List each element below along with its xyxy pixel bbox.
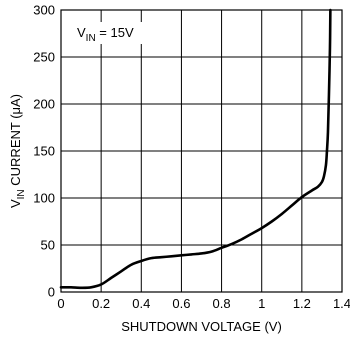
annotation-prefix: V [77,25,86,40]
x-tick-label-6: 1.2 [293,296,311,311]
grid [61,10,342,292]
y-tick-label-2: 100 [33,191,55,206]
plot-area [59,8,332,290]
y-axis-title-prefix: V [8,199,23,208]
y-tick-label-1: 50 [41,238,55,253]
x-axis-ticks: 0 0.2 0.4 0.6 0.8 1 1.2 1.4 [57,296,350,311]
y-axis-title-unit: A) [8,94,23,107]
y-axis-title-subscript: IN [16,189,27,199]
plot-frame [60,9,343,293]
annotation-suffix: = 15V [96,25,134,40]
x-tick-label-2: 0.4 [132,296,150,311]
annotation-subscript: IN [86,33,96,44]
x-tick-label-0: 0 [57,296,64,311]
y-tick-label-0: 0 [48,285,55,300]
y-axis-ticks: 0 50 100 150 200 250 300 [33,3,55,300]
annotation-vin: VIN = 15V [77,25,134,44]
y-tick-label-6: 300 [33,3,55,18]
series-line [59,8,332,290]
x-tick-label-4: 0.8 [213,296,231,311]
x-tick-label-3: 0.6 [172,296,190,311]
y-axis-title-mu: μ [8,107,23,115]
annotation-background [72,22,146,44]
x-tick-label-7: 1.4 [333,296,350,311]
y-tick-label-3: 150 [33,144,55,159]
y-axis-title-suffix: CURRENT ( [8,114,23,190]
y-tick-label-4: 200 [33,97,55,112]
x-tick-label-1: 0.2 [92,296,110,311]
x-tick-label-5: 1 [258,296,265,311]
y-axis-title: VIN CURRENT (μA) [8,94,27,208]
y-tick-label-5: 250 [33,50,55,65]
x-axis-title: SHUTDOWN VOLTAGE (V) [121,319,282,334]
